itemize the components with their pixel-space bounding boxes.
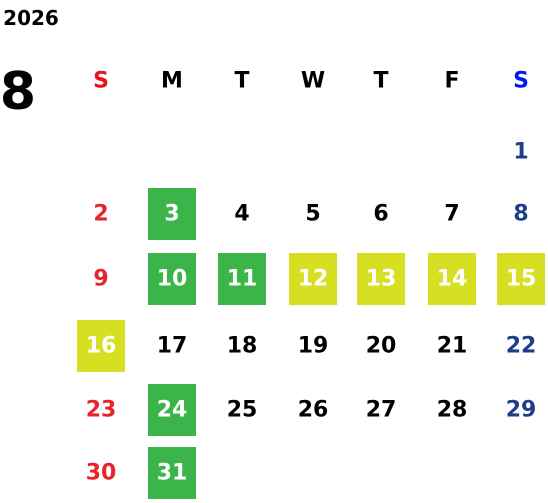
day: 24 bbox=[157, 398, 188, 423]
day: 5 bbox=[305, 202, 320, 227]
day: 2 bbox=[93, 202, 108, 227]
day: 3 bbox=[164, 202, 179, 227]
month: 8 bbox=[0, 62, 36, 122]
day-highlight bbox=[148, 188, 196, 240]
day: 23 bbox=[86, 398, 117, 423]
day: 10 bbox=[157, 267, 188, 292]
day: 7 bbox=[444, 202, 459, 227]
day: 22 bbox=[506, 334, 537, 359]
day-highlight bbox=[357, 253, 405, 305]
day: 16 bbox=[86, 334, 117, 359]
day: 20 bbox=[366, 334, 397, 359]
weekday-label: S bbox=[93, 69, 109, 94]
day-highlight bbox=[77, 320, 125, 372]
day: 25 bbox=[227, 398, 258, 423]
day-highlight bbox=[148, 253, 196, 305]
day: 31 bbox=[157, 461, 188, 486]
weekday-label: M bbox=[161, 69, 183, 94]
day: 28 bbox=[437, 398, 468, 423]
day: 14 bbox=[437, 267, 468, 292]
day: 11 bbox=[227, 267, 258, 292]
day-highlight bbox=[218, 253, 266, 305]
day: 12 bbox=[298, 267, 329, 292]
weekday-label: T bbox=[234, 69, 249, 94]
day: 15 bbox=[506, 267, 537, 292]
day: 27 bbox=[366, 398, 397, 423]
weekday-label: T bbox=[373, 69, 388, 94]
day: 29 bbox=[506, 398, 537, 423]
day: 6 bbox=[373, 202, 388, 227]
day: 19 bbox=[298, 334, 329, 359]
weekday-label: F bbox=[444, 69, 459, 94]
day-highlight bbox=[428, 253, 476, 305]
day: 18 bbox=[227, 334, 258, 359]
day: 17 bbox=[157, 334, 188, 359]
weekday-label: W bbox=[301, 69, 325, 94]
day-highlight bbox=[289, 253, 337, 305]
weekday-label: S bbox=[513, 69, 529, 94]
day: 4 bbox=[234, 202, 249, 227]
day: 9 bbox=[93, 267, 108, 292]
day-highlight bbox=[148, 384, 196, 436]
day: 8 bbox=[513, 202, 528, 227]
day: 30 bbox=[86, 461, 117, 486]
year: 2026 bbox=[3, 6, 59, 30]
day: 26 bbox=[298, 398, 329, 423]
day: 21 bbox=[437, 334, 468, 359]
day-highlight bbox=[148, 447, 196, 499]
day: 1 bbox=[513, 140, 528, 165]
day-highlight bbox=[497, 253, 545, 305]
day: 13 bbox=[366, 267, 397, 292]
